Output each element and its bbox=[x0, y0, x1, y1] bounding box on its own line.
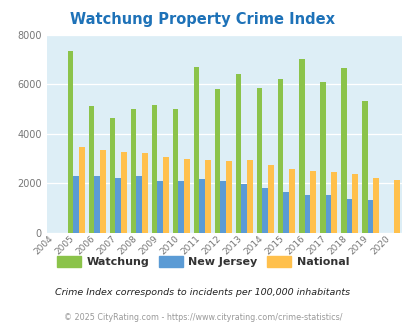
Bar bbox=[205, 160, 210, 233]
Text: Watchung Property Crime Index: Watchung Property Crime Index bbox=[70, 12, 335, 26]
Bar bbox=[367, 200, 372, 233]
Bar bbox=[121, 152, 126, 233]
Bar bbox=[163, 157, 168, 233]
Bar bbox=[172, 109, 178, 233]
Bar bbox=[393, 180, 399, 233]
Bar bbox=[199, 179, 205, 233]
Bar bbox=[361, 102, 367, 233]
Bar bbox=[298, 59, 304, 233]
Bar bbox=[235, 74, 241, 233]
Bar bbox=[142, 153, 147, 233]
Bar bbox=[256, 88, 262, 233]
Bar bbox=[283, 191, 288, 233]
Bar bbox=[267, 165, 273, 233]
Bar bbox=[241, 184, 247, 233]
Bar bbox=[100, 150, 105, 233]
Bar bbox=[178, 181, 183, 233]
Bar bbox=[136, 176, 142, 233]
Bar bbox=[79, 147, 84, 233]
Bar bbox=[73, 176, 79, 233]
Bar bbox=[115, 178, 121, 233]
Bar bbox=[214, 89, 220, 233]
Bar bbox=[346, 199, 352, 233]
Bar bbox=[330, 172, 336, 233]
Bar bbox=[304, 195, 309, 233]
Text: © 2025 CityRating.com - https://www.cityrating.com/crime-statistics/: © 2025 CityRating.com - https://www.city… bbox=[64, 313, 341, 322]
Legend: Watchung, New Jersey, National: Watchung, New Jersey, National bbox=[52, 251, 353, 271]
Bar bbox=[130, 109, 136, 233]
Bar bbox=[372, 178, 378, 233]
Bar bbox=[183, 159, 189, 233]
Bar bbox=[68, 51, 73, 233]
Bar bbox=[340, 68, 346, 233]
Bar bbox=[94, 176, 100, 233]
Bar bbox=[288, 169, 294, 233]
Bar bbox=[262, 188, 267, 233]
Bar bbox=[193, 67, 199, 233]
Bar bbox=[325, 194, 330, 233]
Bar bbox=[226, 161, 231, 233]
Bar bbox=[247, 160, 252, 233]
Bar bbox=[319, 82, 325, 233]
Bar bbox=[220, 181, 226, 233]
Bar bbox=[309, 171, 315, 233]
Bar bbox=[88, 106, 94, 233]
Bar bbox=[109, 117, 115, 233]
Bar bbox=[151, 105, 157, 233]
Bar bbox=[352, 174, 357, 233]
Text: Crime Index corresponds to incidents per 100,000 inhabitants: Crime Index corresponds to incidents per… bbox=[55, 287, 350, 297]
Bar bbox=[277, 79, 283, 233]
Bar bbox=[157, 181, 163, 233]
